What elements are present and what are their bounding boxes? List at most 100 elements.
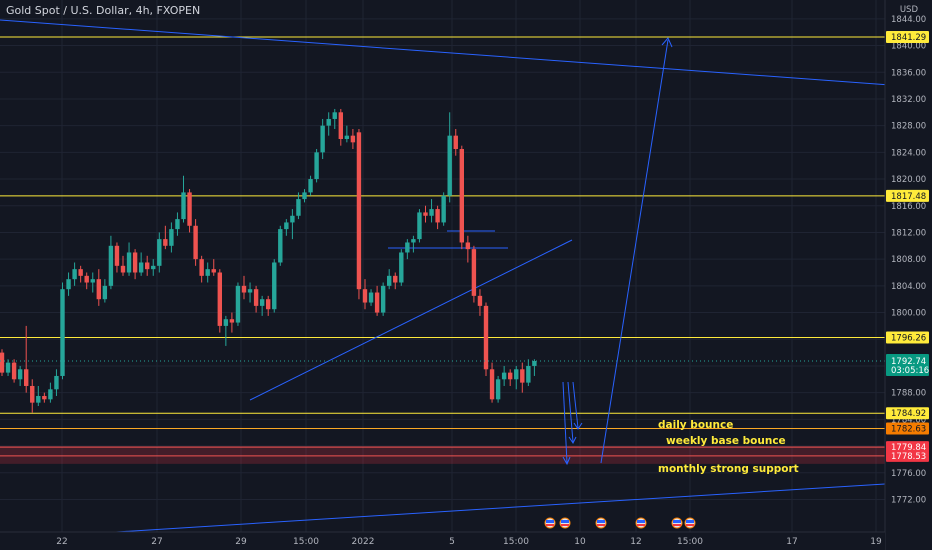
candle-body: [102, 285, 108, 300]
candle: [132, 249, 138, 280]
event-flag-stripe: [561, 520, 569, 523]
candle: [217, 269, 222, 333]
price-tick-label: 1824.00: [891, 148, 926, 158]
candle: [223, 315, 229, 346]
candle: [247, 282, 253, 303]
candle: [42, 392, 47, 403]
candle: [453, 128, 458, 156]
event-flag-stripe: [686, 520, 694, 523]
candle-body: [217, 272, 222, 326]
candle-body: [253, 289, 259, 306]
event-flag-stripe: [673, 520, 681, 523]
candle: [326, 112, 331, 136]
candle-body: [72, 269, 77, 280]
candle: [54, 369, 59, 396]
candle-body: [447, 135, 452, 196]
candle-body: [30, 385, 35, 403]
candle: [302, 189, 307, 203]
candle: [0, 349, 5, 376]
event-flag-stripe: [597, 520, 605, 523]
price-tick-label: 1816.00: [891, 202, 926, 212]
candle: [411, 235, 416, 253]
candle: [120, 255, 126, 276]
candle-body: [356, 132, 362, 290]
candle-body: [362, 289, 368, 303]
time-tick-label: 5: [449, 537, 455, 547]
candle-body: [411, 239, 416, 243]
candle: [429, 199, 434, 223]
candle: [266, 295, 271, 316]
candle-body: [132, 252, 138, 273]
candle-body: [344, 135, 350, 139]
candle-body: [405, 242, 410, 253]
daily-bounce-label: daily bounce: [658, 419, 733, 431]
event-flag-icon[interactable]: [684, 517, 696, 529]
price-tick-label: 1836.00: [891, 68, 926, 78]
candle: [514, 365, 519, 390]
time-tick-label: 12: [630, 537, 641, 547]
candle-body: [24, 369, 29, 386]
candle: [399, 249, 404, 286]
candle: [211, 259, 216, 276]
event-flag-icon[interactable]: [671, 517, 683, 529]
event-flag-stripe: [597, 524, 605, 526]
candle-body: [314, 152, 319, 180]
candle: [405, 239, 410, 260]
bar-countdown-label: 03:05:16: [891, 366, 929, 376]
event-flag-icon[interactable]: [595, 517, 607, 529]
candle: [193, 219, 198, 266]
candle-body: [368, 292, 374, 303]
candle: [423, 205, 428, 223]
candle-body: [241, 285, 247, 293]
candle: [284, 219, 289, 236]
candle-body: [508, 372, 513, 380]
candle-body: [229, 319, 235, 323]
candle: [90, 272, 95, 293]
event-flag-icon[interactable]: [559, 517, 571, 529]
candle-body: [5, 362, 11, 373]
candle-body: [60, 289, 65, 376]
candle-body: [199, 259, 204, 276]
candle-body: [453, 135, 458, 150]
candle-body: [429, 209, 434, 216]
down-arrow-head-2: [568, 436, 577, 444]
candle: [465, 235, 471, 263]
event-flag-stripe: [673, 524, 681, 526]
candle: [417, 209, 422, 243]
candle: [30, 379, 35, 413]
candle: [344, 125, 350, 143]
candle: [78, 265, 83, 283]
candle: [187, 189, 192, 233]
down-arrow-head-3: [573, 422, 583, 430]
candle-body: [36, 395, 41, 403]
candle: [374, 285, 380, 316]
level-price-tag: [886, 189, 929, 202]
candle-body: [247, 289, 253, 293]
candle-body: [495, 379, 501, 400]
candle: [114, 242, 120, 273]
trendline-layer: [0, 19, 891, 534]
candle: [471, 245, 477, 303]
candle: [483, 302, 489, 376]
candle-body: [514, 369, 519, 380]
candle-body: [320, 125, 325, 153]
candle-body: [393, 275, 398, 283]
event-flag-icon[interactable]: [635, 517, 647, 529]
candle: [387, 269, 392, 290]
price-tick-label: 1800.00: [891, 309, 926, 319]
candle: [320, 118, 325, 160]
candle-body: [126, 252, 132, 273]
candle-body: [151, 265, 156, 270]
candle: [272, 259, 277, 313]
price-tick-label: 1772.00: [891, 495, 926, 505]
level-price-tag: [886, 449, 929, 462]
candle-body: [54, 375, 59, 390]
down-arrow-2: [567, 381, 574, 443]
candle-body: [272, 262, 277, 310]
price-tick-label: 1812.00: [891, 228, 926, 238]
candle: [441, 192, 446, 226]
candle-body: [471, 249, 477, 296]
event-flag-icon[interactable]: [544, 517, 556, 529]
